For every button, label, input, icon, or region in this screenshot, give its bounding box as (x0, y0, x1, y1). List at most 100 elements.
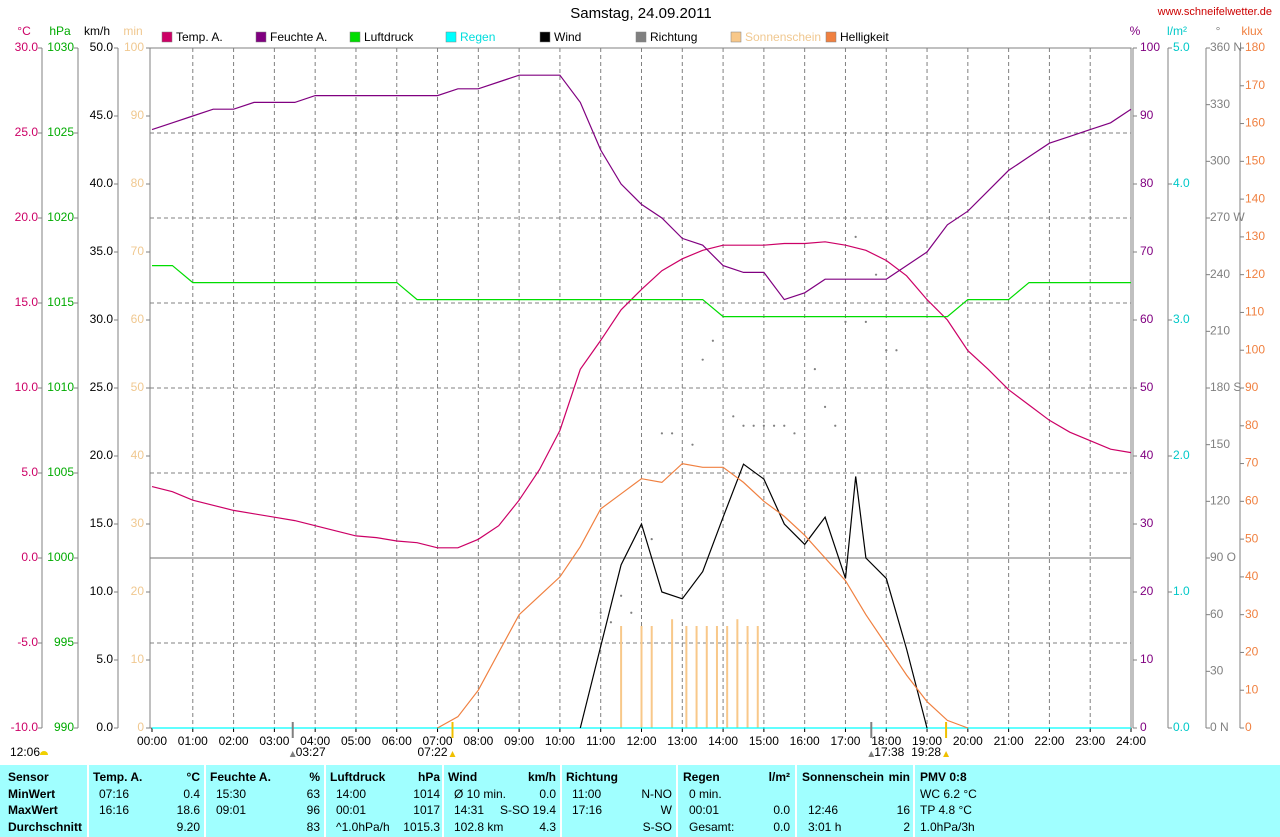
y-tick-label: 90 O (1210, 550, 1236, 564)
table-cell: S-SO (643, 820, 672, 834)
sunshine-bar (671, 619, 674, 728)
y-tick-label: 50 (1140, 380, 1154, 394)
y-tick-label: 0.0 (21, 550, 38, 564)
table-header: Sonnenschein (802, 770, 884, 784)
x-tick-label: 08:00 (463, 734, 493, 748)
direction-dot (691, 443, 694, 446)
sunshine-bar (685, 626, 688, 728)
stats-table: Sensor Temp. A. °C Feuchte A.% Luftdruck hPa W… (8, 765, 977, 837)
y-tick-label: 80 (131, 176, 145, 190)
x-tick-label: 14:00 (708, 734, 738, 748)
series-line (152, 265, 1131, 318)
x-tick-label: 13:00 (667, 734, 697, 748)
y-tick-label: 30 (1140, 516, 1154, 530)
x-tick-label: 20:00 (953, 734, 983, 748)
y-tick-label: 60 (1245, 494, 1259, 508)
table-cell: Gesamt: (689, 820, 734, 834)
table-cell: 15:30 (216, 787, 246, 801)
y-tick-label: 25.0 (15, 125, 39, 139)
event-icon (943, 751, 950, 757)
sunshine-bar (736, 619, 739, 728)
event-icon (449, 751, 456, 757)
legend-swatch (825, 31, 837, 43)
y-tick-label: 90 (1245, 380, 1259, 394)
y-tick-label: 995 (54, 635, 74, 649)
x-tick-label: 12:00 (626, 734, 656, 748)
table-cell: W (661, 803, 673, 817)
chart-title: Samstag, 24.09.2011 (570, 5, 712, 22)
direction-dot (670, 432, 674, 435)
table-cell: 2 (903, 820, 910, 834)
y-tick-label: 30 (131, 516, 145, 530)
table-cell: 4.3 (539, 820, 556, 834)
y-tick-label: 1030 (47, 40, 74, 54)
y-tick-label: 10 (1245, 682, 1259, 696)
y-tick-label: 40 (131, 448, 145, 462)
series-line (151, 241, 1132, 549)
table-cell: 00:01 (689, 803, 719, 817)
axis-unit: l/m² (1167, 24, 1187, 38)
table-unit: % (309, 770, 320, 784)
direction-dot (630, 611, 633, 614)
y-tick-label: 990 (54, 720, 74, 734)
table-cell: 14:00 (336, 787, 366, 801)
event-label: 19:28 (911, 745, 941, 759)
table-header: Wind (448, 770, 477, 784)
direction-dot (650, 538, 653, 541)
y-tick-label: 10.0 (90, 584, 114, 598)
x-tick-label: 04:00 (300, 734, 330, 748)
table-row-label: MaxWert (8, 803, 58, 817)
table-background (0, 765, 1280, 837)
table-cell: 00:01 (336, 803, 366, 817)
y-tick-label: 360 N (1210, 40, 1242, 54)
direction-dot (660, 432, 663, 435)
direction-dot (793, 432, 796, 435)
legend-label: Temp. A. (176, 30, 223, 44)
table-header: Feuchte A. (210, 770, 271, 784)
y-tick-label: 40 (1245, 569, 1259, 583)
direction-dot (783, 424, 786, 427)
direction-dot (834, 424, 837, 427)
sunshine-bar (640, 626, 643, 728)
x-tick-label: 09:00 (504, 734, 534, 748)
y-tick-label: -5.0 (17, 635, 38, 649)
legend-swatch (730, 31, 742, 43)
table-cell: 0.4 (183, 787, 200, 801)
direction-dot (620, 594, 623, 597)
y-tick-label: 120 (1245, 267, 1265, 281)
y-tick-label: 50.0 (90, 40, 114, 54)
y-tick-label: 0 N (1210, 720, 1229, 734)
legend-swatch (635, 31, 647, 43)
y-tick-label: 45.0 (90, 108, 114, 122)
y-tick-label: 100 (124, 40, 144, 54)
y-tick-label: 30.0 (90, 312, 114, 326)
event-label: 17:38 (874, 745, 904, 759)
y-tick-label: 35.0 (90, 244, 114, 258)
y-tick-label: 1020 (47, 210, 74, 224)
x-tick-label: 18:00 (871, 734, 901, 748)
legend-label: Feuchte A. (270, 30, 327, 44)
x-tick-label: 17:00 (830, 734, 860, 748)
table-cell: 0.0 (773, 803, 790, 817)
direction-dot (701, 358, 704, 361)
x-tick-label: 01:00 (178, 734, 208, 748)
table-cell: 12:46 (808, 803, 838, 817)
legend-swatch (445, 31, 457, 43)
table-cell: 17:16 (572, 803, 602, 817)
y-tick-label: 1000 (47, 550, 74, 564)
direction-dot (711, 339, 714, 342)
x-tick-label: 19:00 (912, 734, 942, 748)
table-header: Sensor (8, 770, 49, 784)
table-cell: 1.0hPa/3h (920, 820, 975, 834)
x-tick-label: 11:00 (586, 734, 615, 748)
table-unit: l/m² (769, 770, 790, 784)
series-line (437, 462, 969, 729)
legend-label: Luftdruck (364, 30, 414, 44)
y-tick-label: 10 (131, 652, 145, 666)
axis-unit: min (123, 24, 142, 38)
y-tick-label: 20 (131, 584, 145, 598)
table-header: PMV 0:8 (920, 770, 967, 784)
x-tick-label: 24:00 (1116, 734, 1146, 748)
series-line (151, 74, 1132, 301)
